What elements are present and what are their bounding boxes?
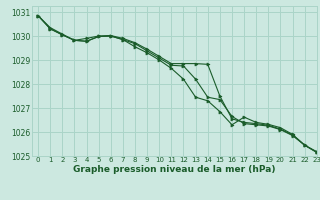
X-axis label: Graphe pression niveau de la mer (hPa): Graphe pression niveau de la mer (hPa)	[73, 165, 276, 174]
